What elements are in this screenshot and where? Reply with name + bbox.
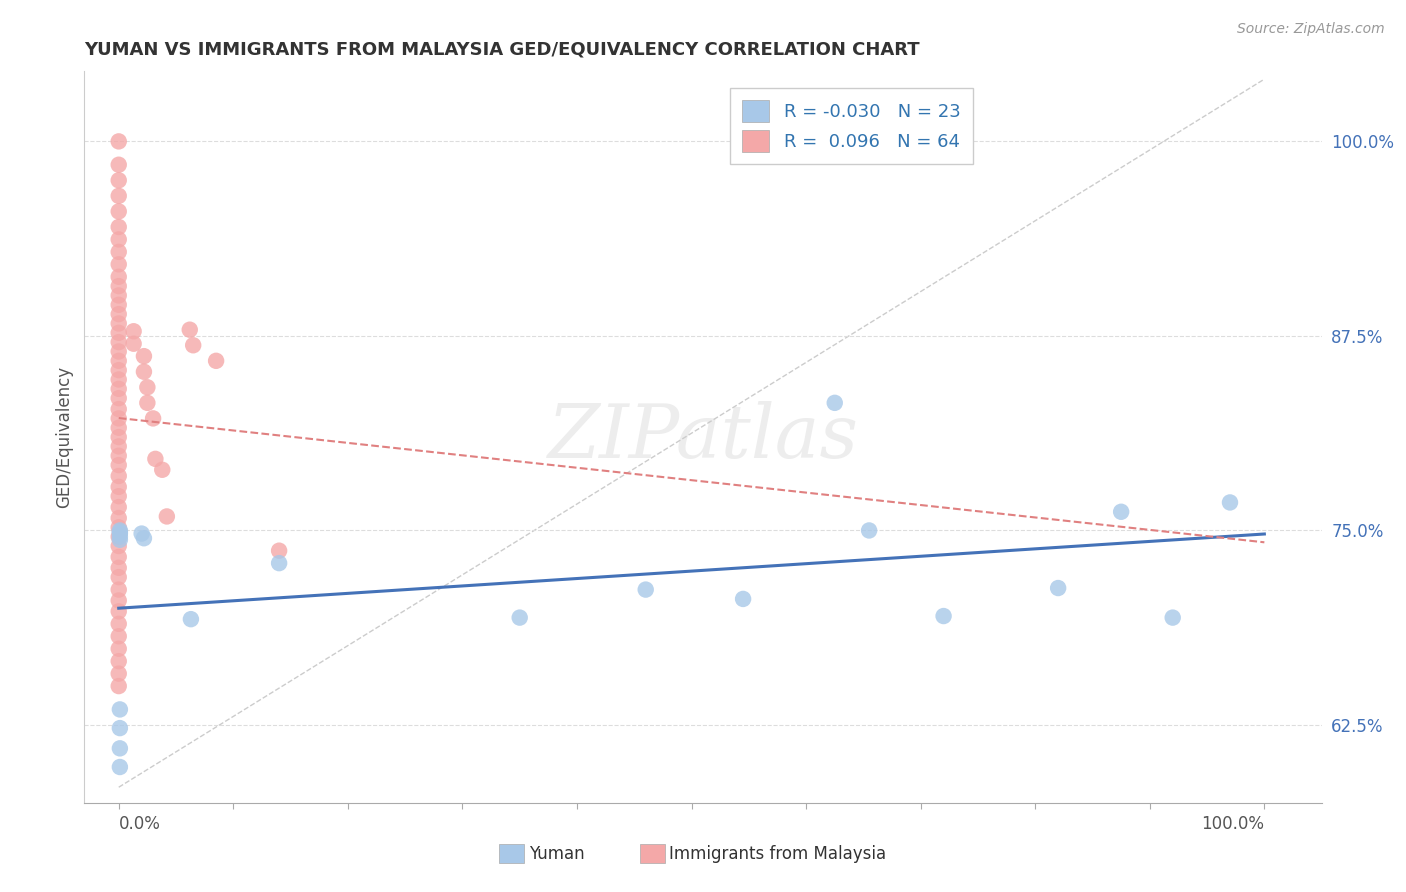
Legend: R = -0.030   N = 23, R =  0.096   N = 64: R = -0.030 N = 23, R = 0.096 N = 64 bbox=[730, 87, 973, 164]
Point bbox=[858, 524, 880, 538]
Point bbox=[107, 593, 129, 607]
Point bbox=[932, 609, 955, 624]
Point bbox=[634, 582, 657, 597]
Point bbox=[107, 135, 129, 149]
Y-axis label: GED/Equivalency: GED/Equivalency bbox=[55, 366, 73, 508]
Point bbox=[107, 158, 129, 172]
Point bbox=[136, 396, 159, 410]
Point bbox=[1161, 610, 1184, 624]
Point bbox=[156, 509, 179, 524]
Point bbox=[132, 349, 155, 363]
Point bbox=[107, 539, 129, 553]
Point bbox=[107, 654, 129, 668]
Point bbox=[107, 530, 129, 544]
Point bbox=[122, 336, 145, 351]
Point bbox=[107, 421, 129, 435]
Point bbox=[107, 307, 129, 321]
Point bbox=[107, 173, 129, 187]
Point bbox=[107, 629, 129, 643]
Point bbox=[107, 363, 129, 377]
Point bbox=[107, 257, 129, 271]
Point bbox=[108, 526, 131, 541]
Point bbox=[107, 641, 129, 656]
Point bbox=[107, 354, 129, 368]
Text: ZIPatlas: ZIPatlas bbox=[547, 401, 859, 474]
Point bbox=[107, 616, 129, 631]
Point bbox=[107, 500, 129, 515]
Point bbox=[107, 189, 129, 203]
Point bbox=[107, 382, 129, 396]
Point bbox=[107, 469, 129, 483]
Point bbox=[180, 612, 202, 626]
Point bbox=[107, 372, 129, 386]
Point bbox=[142, 411, 165, 425]
Point bbox=[107, 489, 129, 503]
Point bbox=[107, 269, 129, 284]
Point bbox=[107, 570, 129, 584]
Point bbox=[107, 279, 129, 293]
Point bbox=[107, 480, 129, 494]
Point bbox=[107, 244, 129, 259]
Point bbox=[107, 326, 129, 340]
Point bbox=[107, 391, 129, 405]
Point bbox=[107, 298, 129, 312]
Text: Yuman: Yuman bbox=[529, 845, 585, 863]
Point bbox=[107, 411, 129, 425]
Point bbox=[181, 338, 204, 352]
Point bbox=[107, 288, 129, 302]
Point bbox=[509, 610, 531, 624]
Point bbox=[107, 402, 129, 417]
Point bbox=[136, 380, 159, 394]
Text: Source: ZipAtlas.com: Source: ZipAtlas.com bbox=[1237, 22, 1385, 37]
Point bbox=[108, 524, 131, 539]
Point bbox=[132, 531, 155, 545]
Point bbox=[824, 396, 846, 410]
Point bbox=[205, 354, 228, 368]
Point bbox=[108, 533, 131, 547]
Text: Immigrants from Malaysia: Immigrants from Malaysia bbox=[669, 845, 886, 863]
Point bbox=[150, 463, 173, 477]
Point bbox=[733, 591, 755, 606]
Point bbox=[107, 604, 129, 618]
Point bbox=[107, 219, 129, 234]
Point bbox=[107, 458, 129, 472]
Point bbox=[269, 556, 291, 570]
Point bbox=[107, 335, 129, 350]
Point bbox=[122, 324, 145, 338]
Point bbox=[269, 543, 291, 558]
Point bbox=[107, 317, 129, 331]
Point bbox=[107, 430, 129, 444]
Point bbox=[107, 204, 129, 219]
Point bbox=[107, 344, 129, 359]
Point bbox=[132, 365, 155, 379]
Point bbox=[107, 549, 129, 564]
Point bbox=[107, 439, 129, 453]
Point bbox=[108, 721, 131, 735]
Point bbox=[107, 666, 129, 681]
Point bbox=[145, 451, 167, 466]
Point bbox=[107, 232, 129, 246]
Text: 100.0%: 100.0% bbox=[1201, 815, 1264, 833]
Point bbox=[107, 449, 129, 463]
Point bbox=[108, 524, 131, 538]
Point bbox=[107, 511, 129, 525]
Point bbox=[107, 561, 129, 575]
Point bbox=[107, 520, 129, 534]
Point bbox=[131, 526, 153, 541]
Point bbox=[108, 760, 131, 774]
Point bbox=[107, 679, 129, 693]
Point bbox=[1109, 505, 1132, 519]
Text: YUMAN VS IMMIGRANTS FROM MALAYSIA GED/EQUIVALENCY CORRELATION CHART: YUMAN VS IMMIGRANTS FROM MALAYSIA GED/EQ… bbox=[84, 41, 920, 59]
Point bbox=[179, 323, 201, 337]
Text: 0.0%: 0.0% bbox=[118, 815, 160, 833]
Point bbox=[1219, 495, 1241, 509]
Point bbox=[108, 530, 131, 544]
Point bbox=[1047, 581, 1070, 595]
Point bbox=[108, 702, 131, 716]
Point bbox=[107, 582, 129, 597]
Point bbox=[108, 741, 131, 756]
